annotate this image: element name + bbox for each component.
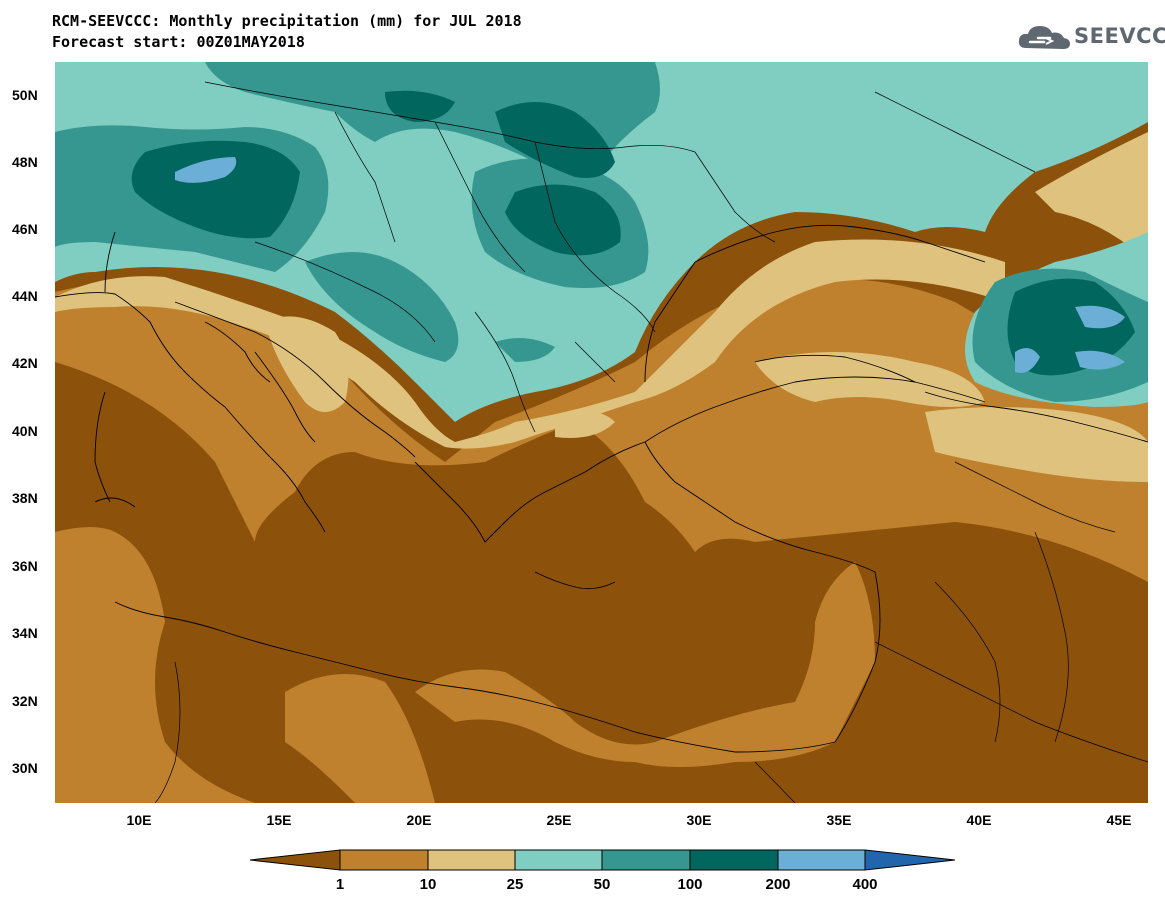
lon-label-40e: 40E <box>966 812 992 828</box>
lat-label-48n: 48N <box>12 154 38 170</box>
colorbar-label-200: 200 <box>765 876 791 893</box>
coastlines <box>55 224 1148 753</box>
lat-label-36n: 36N <box>12 558 38 574</box>
lat-label-44n: 44N <box>12 288 38 304</box>
band-200-400 <box>175 157 1125 373</box>
colorbar <box>250 849 955 871</box>
lon-label-35e: 35E <box>826 812 852 828</box>
colorbar-over-triangle <box>864 849 955 871</box>
lon-label-30e: 30E <box>686 812 712 828</box>
seevccc-logo: SEEVCCC <box>1016 18 1165 58</box>
map-title: RCM-SEEVCCC: Monthly precipitation (mm) … <box>52 12 522 30</box>
colorbar-label-100: 100 <box>677 876 703 893</box>
colorbar-segment-25-50 <box>514 849 603 871</box>
lat-label-30n: 30N <box>12 760 38 776</box>
lon-label-10e: 10E <box>126 812 152 828</box>
logo-text: SEEVCCC <box>1074 24 1165 48</box>
forecast-start-subtitle: Forecast start: 00Z01MAY2018 <box>52 33 305 51</box>
lat-label-50n: 50N <box>12 87 38 103</box>
lon-label-15e: 15E <box>266 812 292 828</box>
colorbar-segment-50-100 <box>601 849 691 871</box>
lon-label-25e: 25E <box>546 812 572 828</box>
band-100-200 <box>131 90 1135 376</box>
lat-label-40n: 40N <box>12 423 38 439</box>
colorbar-label-1: 1 <box>335 876 345 893</box>
lon-label-20e: 20E <box>406 812 432 828</box>
colorbar-segment-1-10 <box>339 849 429 871</box>
colorbar-under-triangle <box>250 849 341 871</box>
lat-label-34n: 34N <box>12 625 38 641</box>
precipitation-map <box>55 62 1148 803</box>
colorbar-label-10: 10 <box>419 876 437 893</box>
map-canvas <box>55 62 1148 803</box>
lon-label-45e: 45E <box>1106 812 1132 828</box>
borders <box>154 81 1148 803</box>
lat-label-46n: 46N <box>12 221 38 237</box>
colorbar-label-25: 25 <box>506 876 524 893</box>
lat-label-32n: 32N <box>12 693 38 709</box>
lat-label-42n: 42N <box>12 355 38 371</box>
colorbar-label-50: 50 <box>593 876 611 893</box>
cloud-icon <box>1018 26 1070 49</box>
lat-label-38n: 38N <box>12 490 38 506</box>
colorbar-segment-10-25 <box>427 849 516 871</box>
colorbar-segment-100-200 <box>689 849 779 871</box>
colorbar-segment-200-400 <box>777 849 866 871</box>
colorbar-label-400: 400 <box>852 876 878 893</box>
